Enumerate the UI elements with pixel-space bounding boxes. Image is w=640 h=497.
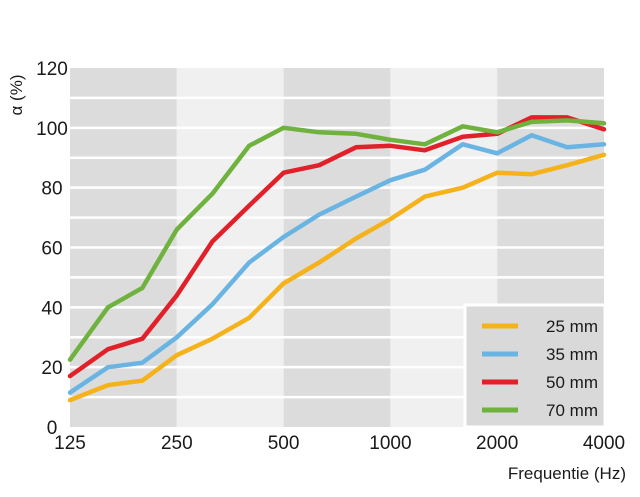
legend-label: 35 mm — [546, 345, 598, 364]
x-axis-label: Frequentie (Hz) — [508, 464, 626, 483]
series-line-35-mm — [67, 133, 607, 395]
x-tick-label: 250 — [161, 433, 193, 454]
series-line-25-mm — [67, 152, 607, 403]
legend-label: 70 mm — [546, 401, 598, 420]
y-axis-label: α (%) — [7, 75, 26, 116]
x-tick-label: 1000 — [369, 433, 411, 454]
x-tick-label: 125 — [54, 433, 86, 454]
x-tick-label: 2000 — [476, 433, 518, 454]
x-tick-label: 500 — [268, 433, 300, 454]
x-tick-label: 4000 — [583, 433, 625, 454]
series-line-70-mm — [67, 118, 607, 362]
y-tick-label: 100 — [36, 119, 68, 140]
gridlines — [70, 96, 604, 399]
legend: 25 mm 35 mm 50 mm 70 mm — [463, 303, 607, 429]
y-tick-label: 20 — [41, 358, 62, 379]
y-tick-label: 40 — [41, 298, 62, 319]
y-tick-labels: 0 20 40 60 80 100 120 — [36, 59, 68, 439]
legend-label: 25 mm — [546, 317, 598, 336]
y-tick-label: 0 — [47, 418, 58, 439]
legend-label: 50 mm — [546, 373, 598, 392]
y-tick-label: 60 — [41, 239, 62, 260]
series-lines — [67, 115, 607, 403]
x-tick-labels: 125 250 500 1000 2000 4000 — [54, 433, 625, 454]
y-tick-label: 80 — [41, 179, 62, 200]
y-tick-label: 120 — [36, 59, 68, 80]
